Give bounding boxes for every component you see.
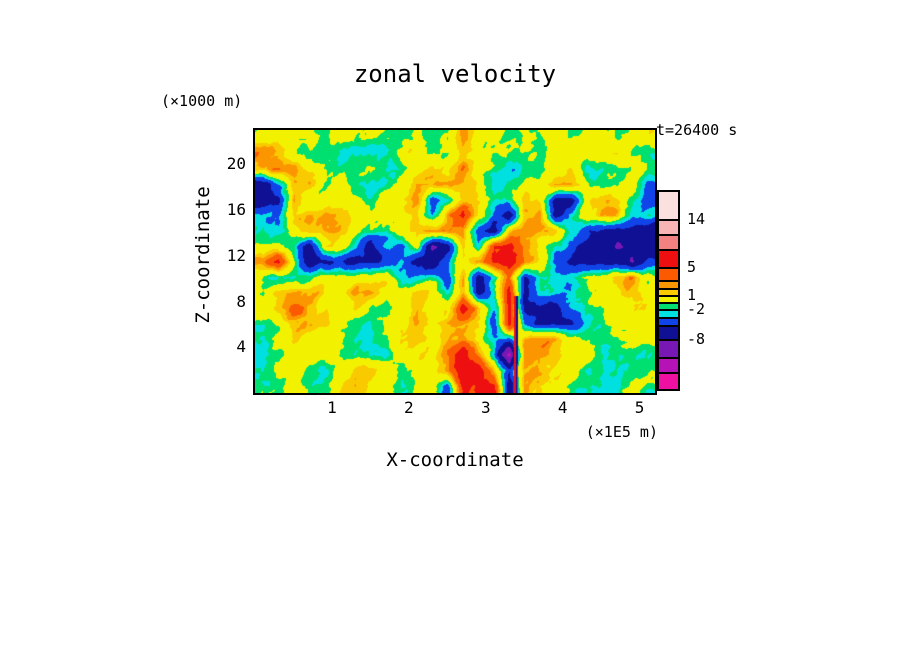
- x-tick-label: 2: [404, 398, 414, 417]
- x-tick-label: 1: [327, 398, 337, 417]
- colorbar-segment: [659, 309, 678, 317]
- colorbar-segment: [659, 295, 678, 302]
- time-annotation: t=26400 s: [656, 121, 738, 139]
- colorbar-segment: [659, 249, 678, 267]
- colorbar-segment: [659, 339, 678, 357]
- colorbar-tick-label: 5: [687, 258, 697, 276]
- colorbar-segment: [659, 302, 678, 309]
- x-tick-label: 4: [557, 398, 568, 417]
- colorbar: [657, 190, 680, 391]
- colorbar-segment: [659, 192, 678, 219]
- x-axis-units-label: (×1E5 m): [585, 423, 658, 441]
- colorbar-segment: [659, 372, 678, 389]
- colorbar-tick-label: -8: [687, 330, 706, 348]
- colorbar-segment: [659, 219, 678, 234]
- colorbar-tick-label: 14: [687, 210, 706, 228]
- y-tick-label: 12: [226, 245, 246, 265]
- x-tick-label: 5: [634, 398, 645, 417]
- heatmap-frame: [253, 128, 657, 395]
- colorbar-tick-label: -2: [687, 300, 706, 318]
- x-axis-title: X-coordinate: [386, 449, 524, 471]
- y-tick-label: 16: [226, 200, 246, 220]
- colorbar-segment: [659, 317, 678, 325]
- y-tick-label: 8: [236, 291, 246, 311]
- colorbar-tick-label: 1: [687, 286, 697, 304]
- colorbar-segment: [659, 357, 678, 372]
- y-tick-label: 20: [226, 154, 246, 174]
- y-tick-label: 4: [236, 337, 246, 357]
- colorbar-segment: [659, 280, 678, 288]
- x-tick-label: 3: [480, 398, 491, 417]
- colorbar-segment: [659, 267, 678, 280]
- heatmap-canvas: [255, 130, 655, 393]
- z-axis-units-label: (×1000 m): [161, 92, 243, 110]
- colorbar-segment: [659, 325, 678, 339]
- colorbar-segment: [659, 234, 678, 249]
- colorbar-segment: [659, 288, 678, 295]
- chart-title: zonal velocity: [353, 60, 557, 88]
